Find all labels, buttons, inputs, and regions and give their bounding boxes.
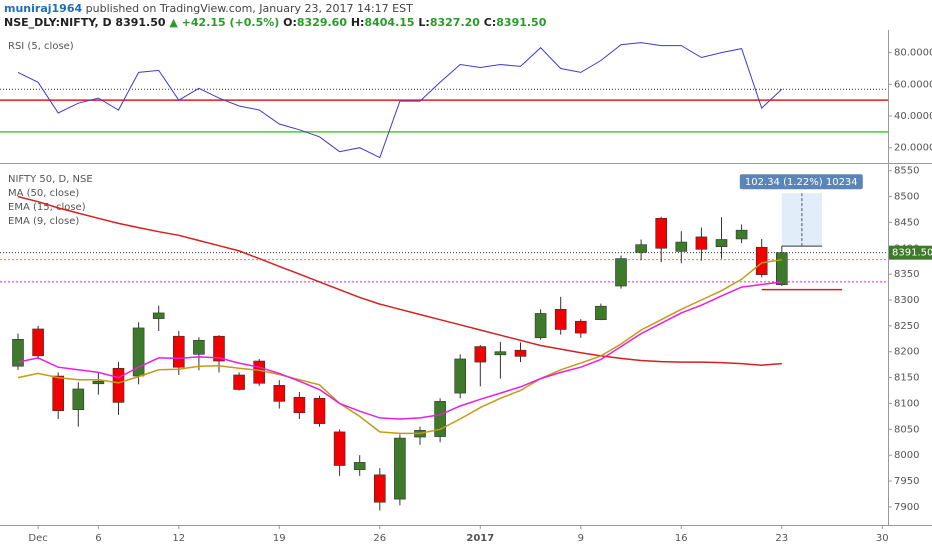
x-tick-label: 6 (95, 533, 101, 544)
candle-body (253, 360, 265, 384)
candle-body (32, 328, 44, 357)
candle-body (595, 305, 607, 320)
x-tick-label: 23 (775, 533, 788, 544)
y-tick-label: 8550 (894, 166, 919, 177)
x-tick-label: Dec (28, 533, 47, 544)
candle-body (193, 340, 205, 355)
y-tick-label: 7950 (894, 476, 919, 487)
candle-body (394, 437, 406, 500)
y-tick-label: 40.0000 (894, 111, 932, 122)
candle-body (333, 431, 346, 466)
candle-body (655, 217, 668, 249)
symbol: NSE_DLY:NIFTY, D (4, 16, 112, 29)
legend-entry: EMA (15, close) (8, 202, 86, 213)
candle-body (273, 385, 286, 402)
candle-body (635, 244, 647, 253)
y-tick-label: 80.0000 (894, 48, 932, 59)
y-tick-label: 60.0000 (894, 79, 932, 90)
candle-body (313, 397, 326, 424)
last-price-box (889, 245, 932, 260)
moving-average-line (17, 281, 782, 420)
last-price-label: 8391.50 (892, 248, 932, 259)
candle-body (615, 258, 627, 287)
candle-body (775, 252, 788, 285)
candle-body (293, 396, 306, 414)
candle-body (574, 320, 587, 334)
header-line-2: NSE_DLY:NIFTY, D 8391.50 ▲ +42.15 (+0.5%… (4, 16, 546, 30)
header: muniraj1964 published on TradingView.com… (4, 2, 546, 30)
moving-average-line (17, 258, 782, 435)
moving-average-line (17, 195, 782, 366)
y-tick-label: 8300 (894, 295, 919, 306)
x-tick-label: 30 (876, 533, 889, 544)
y-tick-label: 8450 (894, 217, 919, 228)
y-tick-label: 8150 (894, 373, 919, 384)
candle-body (52, 375, 65, 411)
ohlc-l-key: L: (418, 16, 430, 29)
y-tick-label: 8250 (894, 321, 919, 332)
published: published on TradingView.com, January 23… (85, 2, 413, 15)
x-tick-label: 19 (273, 533, 286, 544)
candle-body (494, 351, 507, 356)
ohlc-o-key: O: (283, 16, 297, 29)
candle-body (715, 239, 728, 248)
candle-body (755, 246, 768, 275)
ohlc-c: 8391.50 (496, 16, 547, 29)
rsi-line (17, 42, 783, 159)
candle-body (152, 312, 165, 319)
rsi-title: RSI (5, close) (8, 41, 74, 52)
candle-body (554, 309, 567, 330)
x-tick-label: 9 (578, 533, 584, 544)
y-tick-label: 8200 (894, 347, 919, 358)
candle-body (72, 388, 85, 410)
author[interactable]: muniraj1964 (4, 2, 83, 15)
candle-body (92, 380, 105, 385)
y-tick-label: 8100 (894, 398, 919, 409)
ohlc-o: 8329.60 (296, 16, 347, 29)
candle-body (112, 367, 125, 403)
legend-entry: MA (50, close) (8, 188, 79, 199)
candle-body (353, 462, 366, 470)
x-tick-label: 16 (675, 533, 688, 544)
header-line-1: muniraj1964 published on TradingView.com… (4, 2, 546, 16)
measure-label-box (739, 174, 863, 190)
y-tick-label: 8000 (894, 450, 919, 461)
ohlc-h: 8404.15 (364, 16, 415, 29)
candle-body (695, 236, 708, 250)
price-title: NIFTY 50, D, NSE (8, 174, 93, 185)
candle-body (213, 335, 225, 362)
y-tick-label: 20.0000 (894, 143, 932, 154)
x-tick-label: 2017 (466, 533, 494, 544)
y-tick-label: 8500 (894, 192, 919, 203)
candle-body (434, 401, 446, 437)
candle-body (514, 349, 527, 357)
candle-body (675, 241, 688, 252)
candle-body (373, 474, 386, 503)
y-tick-label: 7900 (894, 502, 919, 513)
candle-body (454, 358, 467, 394)
candle-body (534, 313, 547, 339)
ohlc-l: 8327.20 (429, 16, 480, 29)
ohlc-h-key: H: (350, 16, 365, 29)
candle-body (12, 339, 24, 367)
change: ▲ +42.15 (+0.5%) (169, 16, 280, 29)
legend-entry: EMA (9, close) (8, 216, 79, 227)
x-tick-label: 12 (172, 533, 185, 544)
candle-body (735, 229, 748, 240)
y-tick-label: 8350 (894, 269, 919, 280)
price: 8391.50 (115, 16, 166, 29)
candle-body (173, 335, 185, 368)
measure-label: 102.34 (1.22%) 10234 (745, 177, 858, 188)
candle-body (474, 346, 487, 363)
candle-body (233, 374, 245, 390)
x-tick-label: 26 (373, 533, 386, 544)
y-tick-label: 8050 (894, 424, 919, 435)
ohlc-c-key: C: (483, 16, 497, 29)
